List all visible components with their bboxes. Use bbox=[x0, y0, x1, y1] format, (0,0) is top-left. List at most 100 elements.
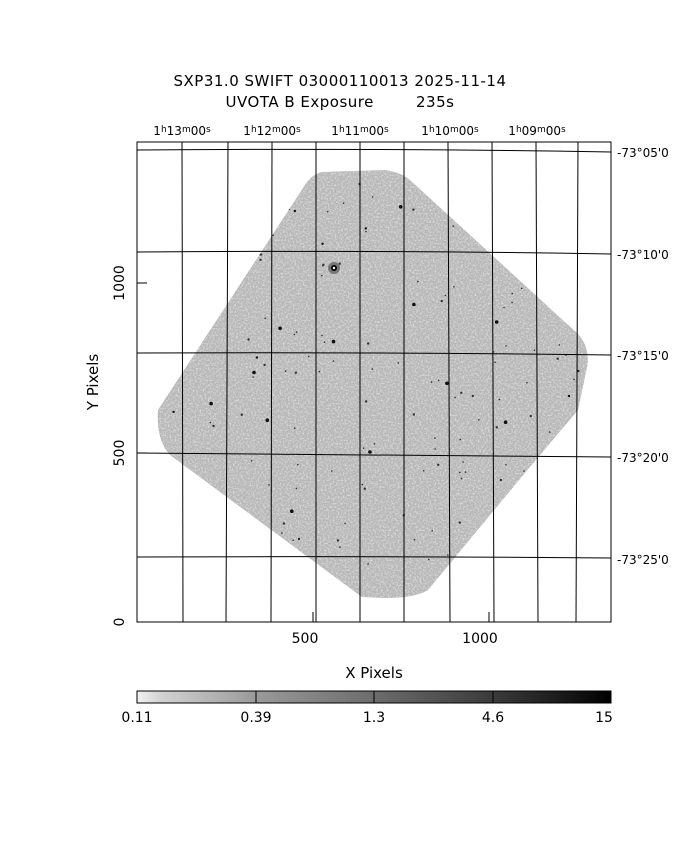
star bbox=[460, 477, 463, 480]
star bbox=[198, 247, 201, 249]
star bbox=[278, 326, 282, 331]
star bbox=[499, 478, 503, 482]
star bbox=[562, 515, 564, 517]
star bbox=[292, 539, 295, 541]
star bbox=[268, 484, 270, 486]
star bbox=[548, 431, 551, 433]
star bbox=[339, 546, 341, 548]
star bbox=[549, 512, 552, 515]
star bbox=[520, 177, 523, 179]
star bbox=[563, 237, 566, 239]
star bbox=[533, 532, 536, 534]
star bbox=[321, 334, 323, 337]
star bbox=[252, 370, 256, 375]
star bbox=[185, 265, 189, 269]
star bbox=[161, 292, 164, 294]
star bbox=[240, 413, 243, 416]
star bbox=[587, 461, 588, 464]
star bbox=[523, 266, 525, 269]
star bbox=[362, 447, 365, 450]
star bbox=[371, 368, 374, 370]
star bbox=[494, 361, 496, 364]
colorbar-tick-4: 15 bbox=[595, 710, 613, 726]
star bbox=[546, 204, 548, 206]
x-tick-1000: 1000 bbox=[462, 631, 498, 647]
star bbox=[267, 225, 270, 229]
star bbox=[183, 179, 186, 183]
star bbox=[331, 470, 333, 472]
star bbox=[464, 471, 467, 473]
star bbox=[437, 463, 440, 466]
dec-label: -73°20'0 bbox=[617, 451, 669, 465]
star bbox=[434, 448, 436, 450]
star bbox=[585, 506, 587, 508]
star bbox=[326, 210, 329, 213]
star bbox=[459, 471, 461, 474]
star bbox=[459, 567, 462, 571]
star bbox=[208, 517, 211, 519]
star bbox=[373, 443, 376, 445]
star bbox=[170, 323, 172, 326]
star bbox=[307, 172, 310, 175]
star bbox=[371, 196, 374, 198]
star bbox=[558, 344, 561, 346]
star bbox=[161, 278, 164, 281]
star bbox=[170, 306, 172, 309]
star bbox=[544, 260, 548, 264]
ra-label: 1h11m00s bbox=[331, 124, 389, 138]
star bbox=[338, 262, 341, 265]
star bbox=[264, 317, 267, 320]
star bbox=[503, 520, 505, 523]
dec-label: -73°25'0 bbox=[617, 553, 669, 567]
star bbox=[434, 437, 436, 439]
star bbox=[573, 378, 575, 381]
star bbox=[285, 579, 288, 582]
star bbox=[322, 264, 324, 267]
star bbox=[578, 419, 582, 423]
star bbox=[397, 362, 400, 364]
star bbox=[484, 543, 487, 545]
star bbox=[247, 338, 250, 341]
star bbox=[503, 420, 508, 425]
star bbox=[344, 522, 346, 525]
star bbox=[293, 427, 296, 430]
star bbox=[453, 286, 455, 288]
star bbox=[233, 548, 236, 551]
star bbox=[552, 582, 556, 586]
star bbox=[256, 235, 258, 238]
star bbox=[321, 274, 323, 277]
dec-labels: -73°05'0 -73°10'0 -73°15'0 -73°20'0 -73°25'0 bbox=[617, 146, 669, 567]
star bbox=[526, 381, 528, 384]
star bbox=[569, 255, 572, 258]
star bbox=[332, 360, 335, 362]
star bbox=[454, 396, 456, 399]
star bbox=[495, 426, 498, 429]
star bbox=[412, 208, 415, 211]
star bbox=[459, 438, 462, 441]
star bbox=[490, 182, 492, 184]
star bbox=[513, 509, 518, 514]
star bbox=[284, 370, 287, 372]
image-subtitle: UVOTA B Exposure 235s bbox=[225, 93, 455, 111]
star bbox=[364, 227, 367, 230]
star bbox=[323, 341, 326, 344]
star bbox=[585, 511, 588, 514]
star bbox=[515, 487, 517, 489]
ra-label: 1h09m00s bbox=[508, 124, 566, 138]
star bbox=[259, 253, 263, 256]
star bbox=[263, 363, 266, 367]
star bbox=[462, 461, 464, 463]
star bbox=[297, 537, 301, 541]
star bbox=[363, 487, 366, 490]
star bbox=[431, 530, 434, 532]
colorbar-tick-3: 4.6 bbox=[482, 710, 504, 726]
star bbox=[336, 539, 340, 542]
star bbox=[445, 381, 449, 386]
star bbox=[577, 369, 580, 373]
star bbox=[364, 400, 368, 403]
star bbox=[162, 307, 165, 310]
star bbox=[211, 221, 214, 225]
star bbox=[297, 463, 299, 466]
star bbox=[447, 554, 449, 556]
star bbox=[164, 227, 167, 230]
